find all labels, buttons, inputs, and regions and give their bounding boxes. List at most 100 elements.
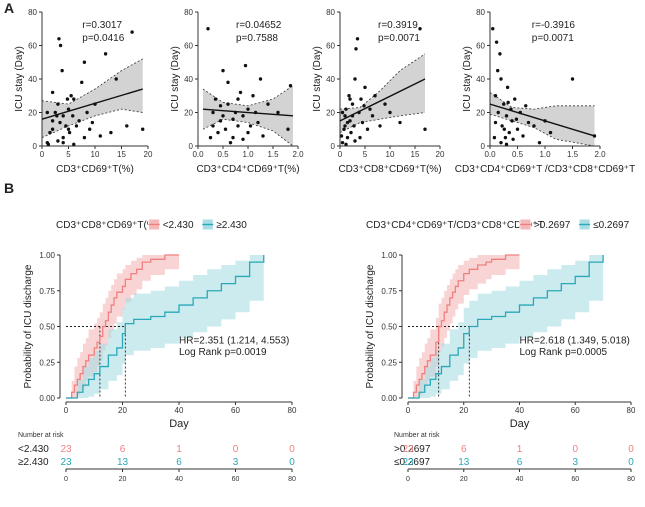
risk-value: 23	[60, 457, 72, 468]
p-value: p=0.0071	[378, 33, 420, 44]
data-point	[345, 135, 350, 140]
x-axis-label: CD3⁺CD4⁺CD69⁺T /CD3⁺CD8⁺CD69⁺T	[455, 164, 635, 175]
risk-value: 6	[120, 444, 126, 455]
x-tick-label: 80	[288, 406, 297, 415]
data-point	[56, 102, 60, 106]
data-point	[221, 68, 225, 73]
data-point	[206, 27, 210, 31]
data-point	[98, 134, 103, 138]
data-point	[246, 130, 250, 135]
data-point	[80, 80, 84, 85]
hazard-ratio: HR=2.351 (1.214, 4.553)	[179, 336, 289, 347]
data-point	[505, 85, 510, 90]
scatter-plot-3: 0 20 40 60 80 0 5 10 15 20 r=0.3919 p=0.0071 CD3⁺CD8…	[312, 8, 445, 175]
data-point	[504, 114, 509, 118]
data-point	[211, 124, 215, 128]
risk-value: 6	[461, 444, 467, 455]
data-point	[208, 135, 213, 140]
data-point	[66, 127, 71, 131]
data-point	[368, 107, 372, 111]
data-point	[348, 119, 352, 123]
data-point	[340, 110, 345, 115]
data-point	[238, 90, 243, 95]
ci-upper-line	[339, 53, 426, 110]
y-tick-label: 20	[326, 109, 335, 118]
risk-value: 23	[402, 457, 414, 468]
x-tick-label: 10	[91, 150, 100, 159]
x-tick-label: 20	[144, 150, 153, 159]
data-point	[266, 102, 270, 106]
data-point	[50, 90, 55, 95]
y-tick-label: 0	[481, 142, 486, 151]
x-tick-label: 1.5	[267, 150, 279, 159]
data-point	[498, 52, 502, 56]
hazard-ratio: HR=2.618 (1.349, 5.018)	[520, 336, 630, 347]
y-tick-label: 0	[189, 142, 194, 151]
y-tick-label: 20	[184, 109, 193, 118]
r-value: r=-0.3916	[532, 20, 576, 31]
log-rank-p: Log Rank p=0.0019	[179, 347, 267, 358]
x-tick-label: 0.5	[512, 150, 524, 159]
data-point	[496, 68, 500, 73]
legend-label-low: <2.430	[163, 220, 194, 231]
risk-value: 0	[572, 444, 578, 455]
data-point	[353, 139, 357, 143]
log-rank-p: Log Rank p=0.0005	[520, 347, 608, 358]
y-tick-label: 0.75	[381, 287, 397, 296]
data-point	[510, 119, 514, 123]
data-point	[423, 127, 427, 131]
x-tick-label: 0	[64, 406, 69, 415]
data-point	[494, 40, 499, 44]
data-point	[537, 140, 542, 145]
data-point	[506, 100, 510, 105]
data-point	[352, 124, 356, 128]
legend-title: CD3⁺CD4⁺CD69⁺T/CD3⁺CD8⁺CD69⁺T	[366, 220, 544, 231]
data-point	[349, 130, 353, 135]
legend-label-low: >0.2697	[534, 220, 571, 231]
data-point	[521, 134, 525, 138]
data-point	[53, 110, 57, 115]
data-point	[370, 114, 375, 118]
data-point	[350, 102, 355, 106]
y-tick-label: 0	[33, 142, 38, 151]
data-point	[213, 97, 218, 101]
y-axis-label: ICU stay (Day)	[14, 46, 25, 112]
scatter-plot-1: 0 20 40 60 80 0 5 10 15 20 r=0.3017 p=0.0416 CD3⁺CD6…	[14, 8, 153, 175]
data-point	[61, 114, 65, 118]
data-point	[56, 139, 60, 143]
x-tick-label: 5	[66, 150, 71, 159]
data-point	[60, 68, 64, 73]
data-point	[57, 37, 61, 41]
p-value: p=0.0416	[82, 33, 124, 44]
data-point	[365, 127, 370, 131]
x-tick-label: 10	[386, 150, 395, 159]
risk-tick-label: 60	[232, 476, 240, 483]
data-point	[226, 80, 230, 85]
x-axis-label: CD3⁺CD4⁺CD69⁺T(%)	[196, 164, 299, 175]
y-tick-label: 60	[476, 42, 485, 51]
ci-upper-line	[41, 58, 143, 105]
data-point	[218, 119, 223, 123]
data-point	[355, 37, 360, 41]
risk-tick-label: 0	[64, 476, 68, 483]
data-point	[246, 107, 250, 111]
data-point	[526, 120, 531, 125]
data-point	[221, 114, 225, 118]
data-point	[71, 114, 75, 118]
data-point	[343, 124, 347, 128]
data-point	[103, 52, 108, 56]
data-point	[58, 43, 63, 48]
x-axis-label: Day	[169, 418, 189, 430]
regression-line	[489, 103, 595, 137]
y-tick-label: 0	[331, 142, 336, 151]
data-point	[363, 85, 367, 90]
regression-line	[202, 108, 294, 117]
risk-value: 1	[517, 444, 523, 455]
y-tick-label: 80	[476, 8, 485, 17]
data-point	[58, 120, 62, 125]
risk-table-title: Number at risk	[18, 432, 64, 439]
x-tick-label: 0.0	[484, 150, 496, 159]
data-point	[345, 120, 350, 125]
x-tick-label: 0.0	[192, 150, 204, 159]
risk-row-label: ≤0.2697	[394, 457, 431, 468]
